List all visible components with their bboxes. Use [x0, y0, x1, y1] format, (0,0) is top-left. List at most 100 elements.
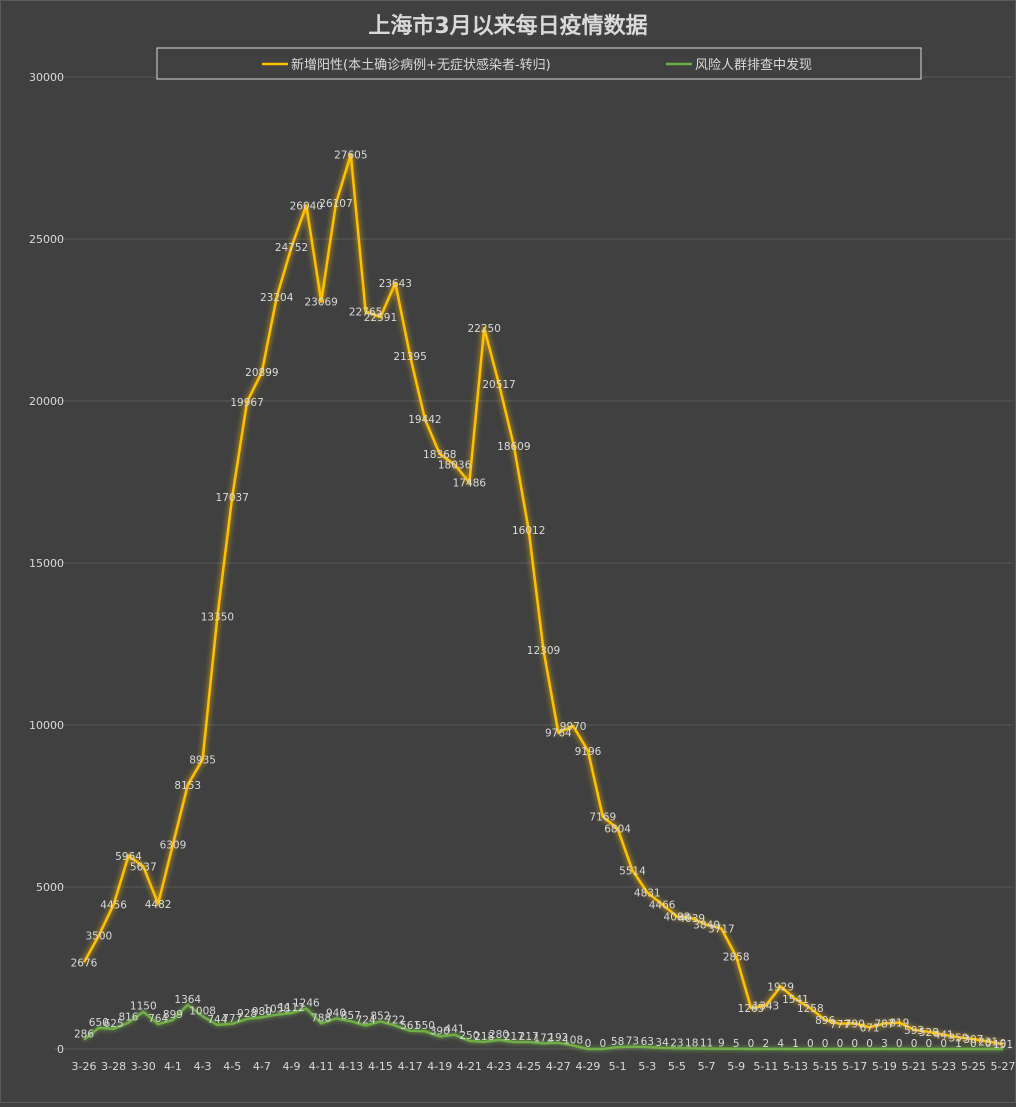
data-label: 550	[415, 1020, 435, 1032]
data-label: 0	[985, 1038, 992, 1050]
data-label: 0	[748, 1038, 755, 1050]
x-tick-label: 4-15	[368, 1060, 393, 1073]
chart-title: 上海市3月以来每日疫情数据	[368, 13, 647, 39]
data-label: 5637	[130, 861, 157, 873]
x-tick-label: 4-5	[223, 1060, 241, 1073]
x-tick-label: 4-3	[194, 1060, 212, 1073]
data-label: 1246	[293, 998, 320, 1010]
data-label: 280	[489, 1029, 509, 1041]
data-label: 1	[955, 1038, 962, 1050]
y-tick-label: 20000	[29, 395, 64, 408]
data-label: 4088	[664, 912, 691, 924]
data-label: 5514	[619, 865, 646, 877]
x-tick-label: 5-15	[813, 1060, 838, 1073]
data-label: 9196	[575, 746, 602, 758]
y-tick-label: 15000	[29, 557, 64, 570]
data-label: 151	[993, 1039, 1013, 1051]
x-tick-label: 5-17	[842, 1060, 867, 1073]
data-label: 0	[585, 1038, 592, 1050]
x-tick-label: 4-25	[516, 1060, 541, 1073]
data-label: 17486	[453, 477, 487, 489]
data-label: 1008	[189, 1005, 216, 1017]
legend: 新增阳性(本土确诊病例+无症状感染者-转归) 风险人群排查中发现	[156, 47, 922, 80]
x-tick-label: 4-27	[546, 1060, 571, 1073]
data-label: 23069	[304, 297, 337, 309]
x-tick-label: 3-26	[72, 1060, 97, 1073]
data-label: 744	[207, 1014, 227, 1026]
data-label: 1343	[752, 1000, 779, 1012]
data-label: 2858	[723, 951, 750, 963]
data-label: 0	[970, 1038, 977, 1050]
data-label: 8935	[189, 755, 216, 767]
data-label: 0	[896, 1038, 903, 1050]
series-layer	[82, 153, 1004, 1051]
x-tick-label: 4-19	[427, 1060, 452, 1073]
x-tick-label: 5-25	[961, 1060, 986, 1073]
data-label: 1150	[130, 1001, 157, 1013]
data-label: 722	[385, 1015, 405, 1027]
data-label: 0	[866, 1038, 873, 1050]
data-label: 16012	[512, 525, 545, 537]
data-label: 1112	[278, 1002, 305, 1014]
data-label: 8153	[174, 780, 201, 792]
data-label: 787	[874, 1019, 894, 1031]
data-label: 58	[611, 1036, 624, 1048]
data-label: 18036	[438, 460, 472, 472]
data-label: 63	[641, 1036, 654, 1048]
data-label: 9764	[545, 728, 572, 740]
data-label: 24752	[275, 242, 308, 254]
data-label: 73	[626, 1036, 639, 1048]
data-label: 2676	[71, 957, 98, 969]
data-label: 22765	[349, 306, 382, 318]
data-label: 23204	[260, 292, 294, 304]
data-label: 724	[356, 1015, 376, 1027]
series-line-positive	[82, 153, 1004, 1046]
data-label: 9	[718, 1038, 725, 1050]
data-label: 899	[163, 1009, 183, 1021]
y-tick-label: 10000	[29, 719, 64, 732]
data-label: 390	[430, 1025, 450, 1037]
x-tick-label: 4-1	[164, 1060, 182, 1073]
data-label: 896	[815, 1015, 835, 1027]
data-labels: 2676350044565964563744826309815389351335…	[71, 150, 1013, 1052]
x-tick-label: 3-30	[131, 1060, 156, 1073]
data-label: 928	[237, 1008, 257, 1020]
x-tick-label: 5-3	[638, 1060, 656, 1073]
y-tick-label: 25000	[29, 233, 64, 246]
data-label: 23643	[379, 278, 412, 290]
x-tick-label: 5-21	[902, 1060, 927, 1073]
data-label: 777	[830, 1019, 850, 1031]
data-label: 217	[504, 1031, 524, 1043]
data-label: 4466	[649, 899, 676, 911]
data-label: 172	[533, 1032, 553, 1044]
data-label: 528	[919, 1027, 939, 1039]
data-label: 0	[837, 1038, 844, 1050]
data-label: 0	[926, 1038, 933, 1050]
data-label: 561	[400, 1020, 420, 1032]
x-tick-label: 3-28	[101, 1060, 126, 1073]
data-label: 0	[911, 1038, 918, 1050]
data-label: 819	[889, 1017, 909, 1029]
data-label: 108	[563, 1035, 583, 1047]
x-tick-label: 5-23	[931, 1060, 956, 1073]
x-tick-label: 5-1	[609, 1060, 627, 1073]
data-label: 790	[845, 1018, 865, 1030]
x-tick-label: 4-17	[398, 1060, 423, 1073]
data-label: 21395	[393, 351, 426, 363]
data-label: 26107	[319, 198, 352, 210]
data-label: 7169	[589, 812, 616, 824]
data-label: 22250	[468, 323, 501, 335]
data-label: 4456	[100, 900, 127, 912]
data-label: 6309	[160, 840, 187, 852]
data-label: 13350	[201, 611, 234, 623]
x-tick-label: 4-11	[309, 1060, 334, 1073]
data-label: 218	[474, 1031, 494, 1043]
data-label: 307	[963, 1034, 983, 1046]
data-label: 12309	[527, 645, 560, 657]
data-label: 0	[599, 1038, 606, 1050]
data-label: 1	[792, 1038, 799, 1050]
data-label: 250	[459, 1030, 479, 1042]
